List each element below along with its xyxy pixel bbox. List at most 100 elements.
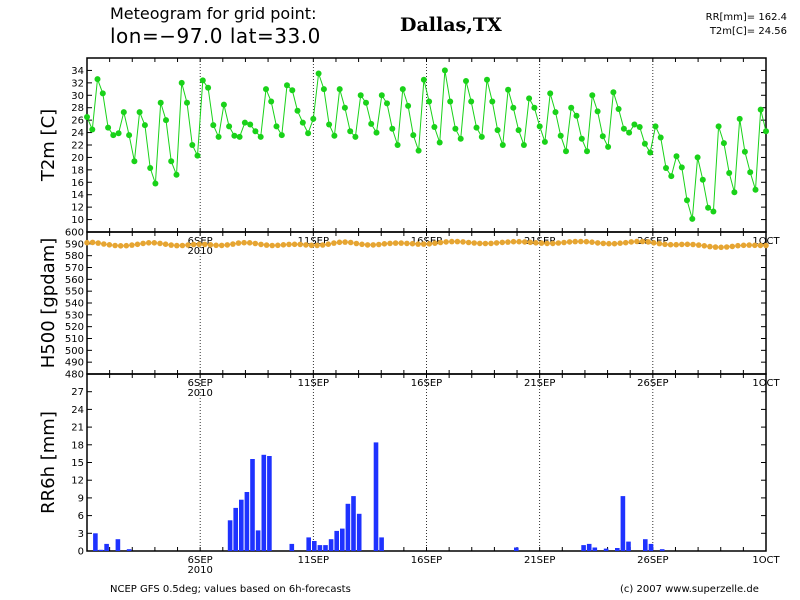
t2m-data-point xyxy=(257,133,264,140)
t2m-ytick-label: 24 xyxy=(71,128,84,139)
h500-ytick-label: 510 xyxy=(65,334,84,345)
t2m-data-point xyxy=(110,132,117,139)
rr6h-ytick-label: 27 xyxy=(71,387,84,398)
t2m-data-point xyxy=(610,89,617,96)
h500-data-point xyxy=(617,240,623,246)
t2m-data-point xyxy=(720,140,727,147)
t2m-data-point xyxy=(678,164,685,171)
t2m-ytick-label: 26 xyxy=(71,116,84,127)
h500-data-point xyxy=(157,240,163,247)
rr6h-bar xyxy=(98,549,104,551)
t2m-data-point xyxy=(415,147,422,154)
h500-data-point xyxy=(241,239,247,246)
h500-data-point xyxy=(611,240,618,247)
t2m-data-point xyxy=(184,99,190,106)
h500-data-point xyxy=(392,240,399,246)
t2m-data-point xyxy=(747,169,754,176)
h500-data-point xyxy=(420,241,427,247)
t2m-data-point xyxy=(99,90,106,97)
h500-data-point xyxy=(707,243,713,250)
t2m-ytick-label: 32 xyxy=(71,78,84,89)
t2m-data-point xyxy=(441,67,448,74)
h500-data-point xyxy=(533,240,539,246)
t2m-data-point xyxy=(141,122,148,129)
t2m-data-point xyxy=(315,70,322,77)
t2m-data-point xyxy=(278,132,285,139)
h500-data-point xyxy=(477,240,483,247)
h500-data-point xyxy=(342,239,348,245)
t2m-data-point xyxy=(136,109,143,116)
rr6h-ytick-label: 24 xyxy=(71,405,84,416)
t2m-data-point xyxy=(131,158,138,165)
h500-data-point xyxy=(235,240,242,246)
h500-ytick-label: 570 xyxy=(65,263,84,274)
h500-data-point xyxy=(701,243,708,249)
h500-data-point xyxy=(583,238,590,245)
t2m-data-point xyxy=(568,104,575,111)
t2m-data-point xyxy=(341,104,348,111)
h500-data-point xyxy=(314,242,320,249)
t2m-data-point xyxy=(384,100,390,107)
t2m-data-point xyxy=(373,129,380,136)
t2m-data-point xyxy=(757,106,764,113)
t2m-data-point xyxy=(268,98,275,105)
t2m-data-point xyxy=(194,152,201,159)
h500-data-point xyxy=(196,241,202,248)
t2m-ytick-label: 28 xyxy=(71,103,84,114)
h500-data-point xyxy=(269,242,276,249)
t2m-ytick-label: 22 xyxy=(71,141,84,152)
t2m-data-point xyxy=(252,128,259,135)
h500-data-point xyxy=(729,243,736,250)
t2m-data-point xyxy=(120,109,127,116)
rr6h-ytick-label: 9 xyxy=(78,493,84,504)
rr6h-bar xyxy=(250,459,255,551)
rr6h-xtick-label: 26SEP xyxy=(637,555,668,566)
h500-data-point xyxy=(179,242,186,249)
t2m-data-point xyxy=(220,101,227,108)
h500-data-point xyxy=(667,241,674,248)
t2m-data-point xyxy=(557,132,564,139)
h500-data-point xyxy=(471,240,478,246)
t2m-data-point xyxy=(215,133,222,140)
t2m-data-point xyxy=(673,153,680,160)
h500-data-point xyxy=(84,239,90,246)
data-source-note: NCEP GFS 0.5deg; values based on 6h-fore… xyxy=(110,584,351,595)
h500-data-point xyxy=(151,240,158,246)
h500-data-point xyxy=(123,242,130,249)
h500-ytick-label: 530 xyxy=(65,310,84,321)
t2m-xtick-sublabel: 2010 xyxy=(187,246,212,257)
t2m-data-point xyxy=(263,86,269,93)
t2m-data-point xyxy=(699,176,706,183)
t2m-data-point xyxy=(620,125,627,132)
h500-data-point xyxy=(129,242,135,248)
h500-data-point xyxy=(213,242,219,249)
t2m-data-point xyxy=(289,87,296,94)
h500-data-point xyxy=(712,244,719,250)
h500-data-point xyxy=(606,240,612,247)
t2m-data-point xyxy=(363,99,369,106)
grid-point-coordinates: lon=−97.0 lat=33.0 xyxy=(110,24,321,48)
rr6h-bar xyxy=(126,549,132,551)
h500-data-point xyxy=(381,241,388,247)
h500-data-point xyxy=(252,240,259,247)
rr6h-bar xyxy=(104,543,109,551)
h500-data-point xyxy=(578,238,584,245)
h500-data-point xyxy=(275,242,281,249)
h500-data-point xyxy=(555,240,562,246)
t2m-data-point xyxy=(236,133,243,140)
h500-data-point xyxy=(162,241,169,247)
h500-data-point xyxy=(168,242,174,248)
h500-ytick-label: 490 xyxy=(65,358,84,369)
t2m-data-point xyxy=(510,104,517,111)
t2m-data-point xyxy=(668,173,675,180)
t2m-data-point xyxy=(447,98,454,105)
h500-data-point xyxy=(622,239,629,246)
rr6h-bar xyxy=(581,545,586,551)
h500-data-point xyxy=(246,240,253,246)
t2m-ytick-label: 16 xyxy=(71,178,84,189)
h500-data-point xyxy=(684,241,691,248)
copyright-note: (c) 2007 www.superzelle.de xyxy=(620,584,759,595)
rr6h-bar xyxy=(93,533,98,551)
rr6h-bar xyxy=(312,541,317,551)
t2m-data-point xyxy=(473,124,480,131)
